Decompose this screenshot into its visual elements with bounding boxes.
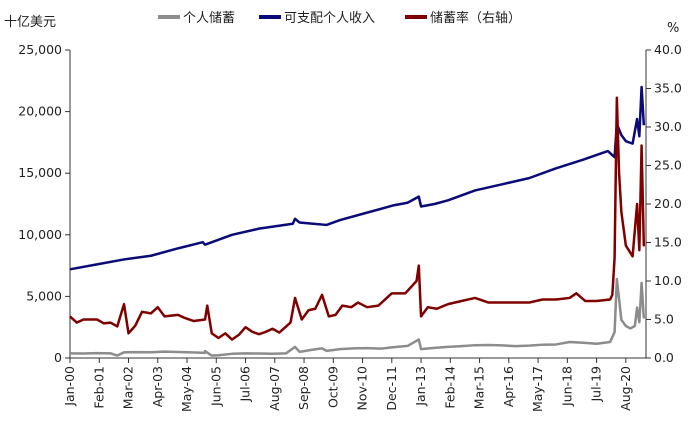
x-tick-label: Aug-20 [618, 366, 633, 411]
left-tick-label: 20,000 [18, 104, 62, 119]
x-tick-label: Feb-01 [91, 366, 106, 409]
x-tick-label: Feb-14 [442, 366, 457, 409]
legend-label-personal-saving: 个人储蓄 [183, 11, 235, 26]
x-tick-label: Mar-15 [472, 366, 487, 409]
series-line-personal-saving [69, 277, 646, 357]
left-tick-label: 15,000 [18, 165, 62, 180]
right-tick-label: 40.0 [654, 42, 682, 57]
right-tick-label: 10.0 [654, 273, 682, 288]
left-tick-label: 10,000 [18, 227, 62, 242]
x-tick-label: Apr-03 [150, 366, 165, 407]
right-tick-label: 20.0 [654, 196, 682, 211]
axes [69, 50, 647, 359]
legend-item-disposable-income: 可支配个人收入 [259, 11, 375, 26]
series-line-disposable-income [69, 85, 646, 271]
right-tick-label: 5.0 [654, 312, 674, 327]
legend-label-disposable-income: 可支配个人收入 [284, 11, 375, 26]
x-tick-label: Oct-09 [325, 366, 340, 408]
legend-item-personal-saving: 个人储蓄 [158, 11, 235, 26]
right-tick-label: 30.0 [654, 119, 682, 134]
left-axis-ticks: 0 5,000 10,000 15,000 20,000 25,000 [18, 42, 70, 365]
x-tick-label: Apr-16 [501, 366, 516, 407]
x-tick-label: May-17 [530, 366, 545, 412]
right-tick-label: 15.0 [654, 235, 682, 250]
x-tick-label: Nov-10 [355, 366, 370, 411]
x-tick-label: Jan-13 [413, 366, 428, 407]
x-tick-label: May-04 [179, 366, 194, 412]
x-axis-ticks: Jan-00 Feb-01 Mar-02 Apr-03 May-04 Jun-05 Jul-… [62, 358, 633, 412]
right-tick-label: 25.0 [654, 158, 682, 173]
left-tick-label: 0 [54, 350, 62, 365]
right-tick-label: 35.0 [654, 81, 682, 96]
x-tick-label: Jul-19 [589, 366, 604, 403]
right-axis-ticks: 0.0 5.0 10.0 15.0 20.0 25.0 30.0 35.0 40.0 [646, 42, 682, 365]
series-layer [69, 85, 646, 357]
legend-item-saving-rate: 储蓄率（右轴） [405, 10, 521, 26]
x-tick-label: Jun-05 [208, 366, 223, 407]
left-tick-label: 25,000 [18, 42, 62, 57]
x-tick-label: Jul-06 [238, 366, 253, 403]
legend-label-saving-rate: 储蓄率（右轴） [430, 10, 521, 26]
legend: 个人储蓄 可支配个人收入 储蓄率（右轴） [158, 10, 521, 26]
x-tick-label: Dec-11 [384, 366, 399, 411]
left-unit-label: 十亿美元 [4, 15, 56, 30]
x-tick-label: Aug-07 [267, 366, 282, 411]
x-tick-label: Mar-02 [121, 366, 136, 409]
right-tick-label: 0.0 [654, 350, 674, 365]
left-tick-label: 5,000 [26, 288, 62, 303]
right-unit-label: % [667, 21, 679, 36]
x-tick-label: Jun-18 [559, 366, 574, 407]
x-tick-label: Sep-08 [296, 366, 311, 410]
series-line-saving-rate [69, 96, 646, 341]
x-tick-label: Jan-00 [62, 366, 77, 407]
